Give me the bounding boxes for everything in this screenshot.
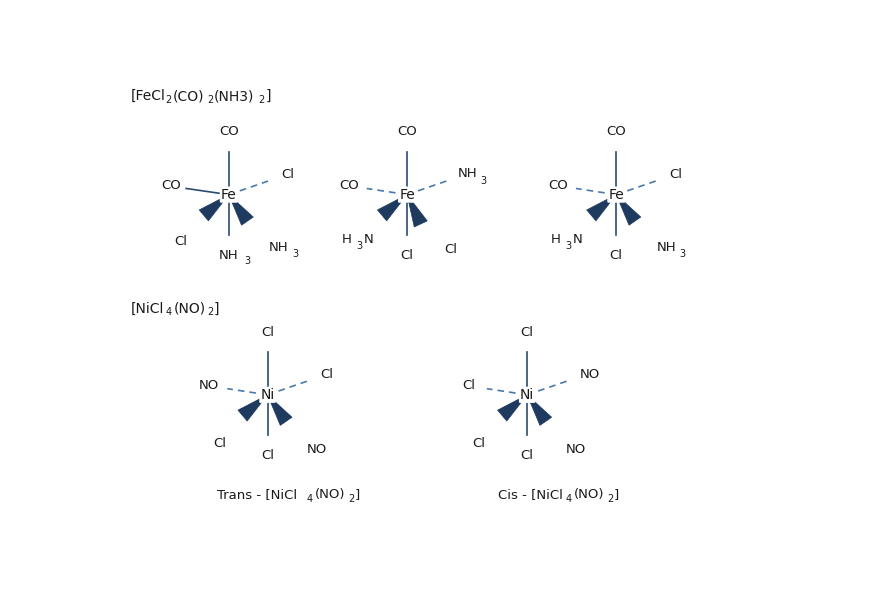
- Text: CO: CO: [548, 179, 568, 192]
- Text: 2: 2: [607, 494, 614, 504]
- Text: CO: CO: [161, 179, 181, 192]
- Text: CO: CO: [339, 179, 359, 192]
- Text: NH: NH: [219, 249, 239, 261]
- Text: Cl: Cl: [261, 449, 274, 461]
- Text: ]: ]: [614, 488, 620, 502]
- Text: Cl: Cl: [320, 368, 333, 381]
- Text: (NO): (NO): [574, 488, 604, 502]
- Text: (NO): (NO): [315, 488, 345, 502]
- Text: NO: NO: [566, 443, 586, 457]
- Text: Cl: Cl: [213, 437, 226, 450]
- Text: Cl: Cl: [174, 235, 187, 247]
- Text: 3: 3: [355, 241, 362, 251]
- Text: 2: 2: [207, 308, 213, 317]
- Text: (NO): (NO): [174, 302, 206, 316]
- Text: Cl: Cl: [444, 243, 457, 256]
- Polygon shape: [377, 195, 407, 221]
- Text: Cl: Cl: [521, 326, 534, 339]
- Text: N: N: [573, 233, 582, 246]
- Polygon shape: [527, 395, 552, 426]
- Polygon shape: [238, 395, 268, 421]
- Text: [NiCl: [NiCl: [130, 302, 163, 316]
- Text: Cl: Cl: [521, 449, 534, 461]
- Text: 2: 2: [259, 95, 265, 105]
- Text: NH: NH: [457, 167, 477, 179]
- Text: Cl: Cl: [610, 249, 623, 261]
- Text: CO: CO: [219, 125, 239, 139]
- Text: 3: 3: [680, 249, 686, 258]
- Polygon shape: [498, 395, 527, 421]
- Text: NO: NO: [580, 368, 600, 381]
- Text: 4: 4: [307, 494, 313, 504]
- Text: CO: CO: [397, 125, 417, 139]
- Polygon shape: [587, 195, 616, 221]
- Text: Cl: Cl: [282, 168, 295, 181]
- Text: 3: 3: [292, 249, 298, 258]
- Text: 3: 3: [244, 256, 250, 266]
- Text: NH: NH: [657, 241, 676, 254]
- Polygon shape: [407, 195, 428, 227]
- Text: 2: 2: [348, 494, 355, 504]
- Text: 3: 3: [481, 176, 487, 186]
- Text: ]: ]: [214, 302, 220, 316]
- Text: Cl: Cl: [669, 168, 682, 181]
- Text: 4: 4: [566, 494, 572, 504]
- Polygon shape: [616, 195, 640, 225]
- Text: Ni: Ni: [520, 388, 534, 402]
- Text: Cl: Cl: [401, 249, 414, 261]
- Text: (NH3): (NH3): [214, 89, 255, 103]
- Text: Cl: Cl: [462, 379, 475, 392]
- Text: H: H: [551, 233, 561, 246]
- Text: Cl: Cl: [261, 326, 274, 339]
- Text: CO: CO: [607, 125, 627, 139]
- Text: H: H: [342, 233, 351, 246]
- Text: Fe: Fe: [608, 188, 624, 202]
- Text: (CO): (CO): [173, 89, 204, 103]
- Polygon shape: [229, 195, 253, 225]
- Text: Cl: Cl: [473, 437, 486, 450]
- Text: [FeCl: [FeCl: [130, 89, 165, 103]
- Polygon shape: [199, 195, 229, 221]
- Text: NO: NO: [306, 443, 327, 457]
- Text: Fe: Fe: [221, 188, 236, 202]
- Text: 2: 2: [207, 95, 213, 105]
- Text: NH: NH: [269, 241, 289, 254]
- Text: 2: 2: [166, 95, 172, 105]
- Text: ]: ]: [355, 488, 361, 502]
- Text: 4: 4: [166, 308, 172, 317]
- Text: N: N: [363, 233, 374, 246]
- Polygon shape: [268, 395, 292, 426]
- Text: Fe: Fe: [399, 188, 415, 202]
- Text: ]: ]: [265, 89, 270, 103]
- Text: 3: 3: [565, 241, 571, 251]
- Text: Trans - [NiCl: Trans - [NiCl: [217, 488, 297, 502]
- Text: NO: NO: [199, 379, 220, 392]
- Text: Ni: Ni: [261, 388, 275, 402]
- Text: Cis - [NiCl: Cis - [NiCl: [498, 488, 562, 502]
